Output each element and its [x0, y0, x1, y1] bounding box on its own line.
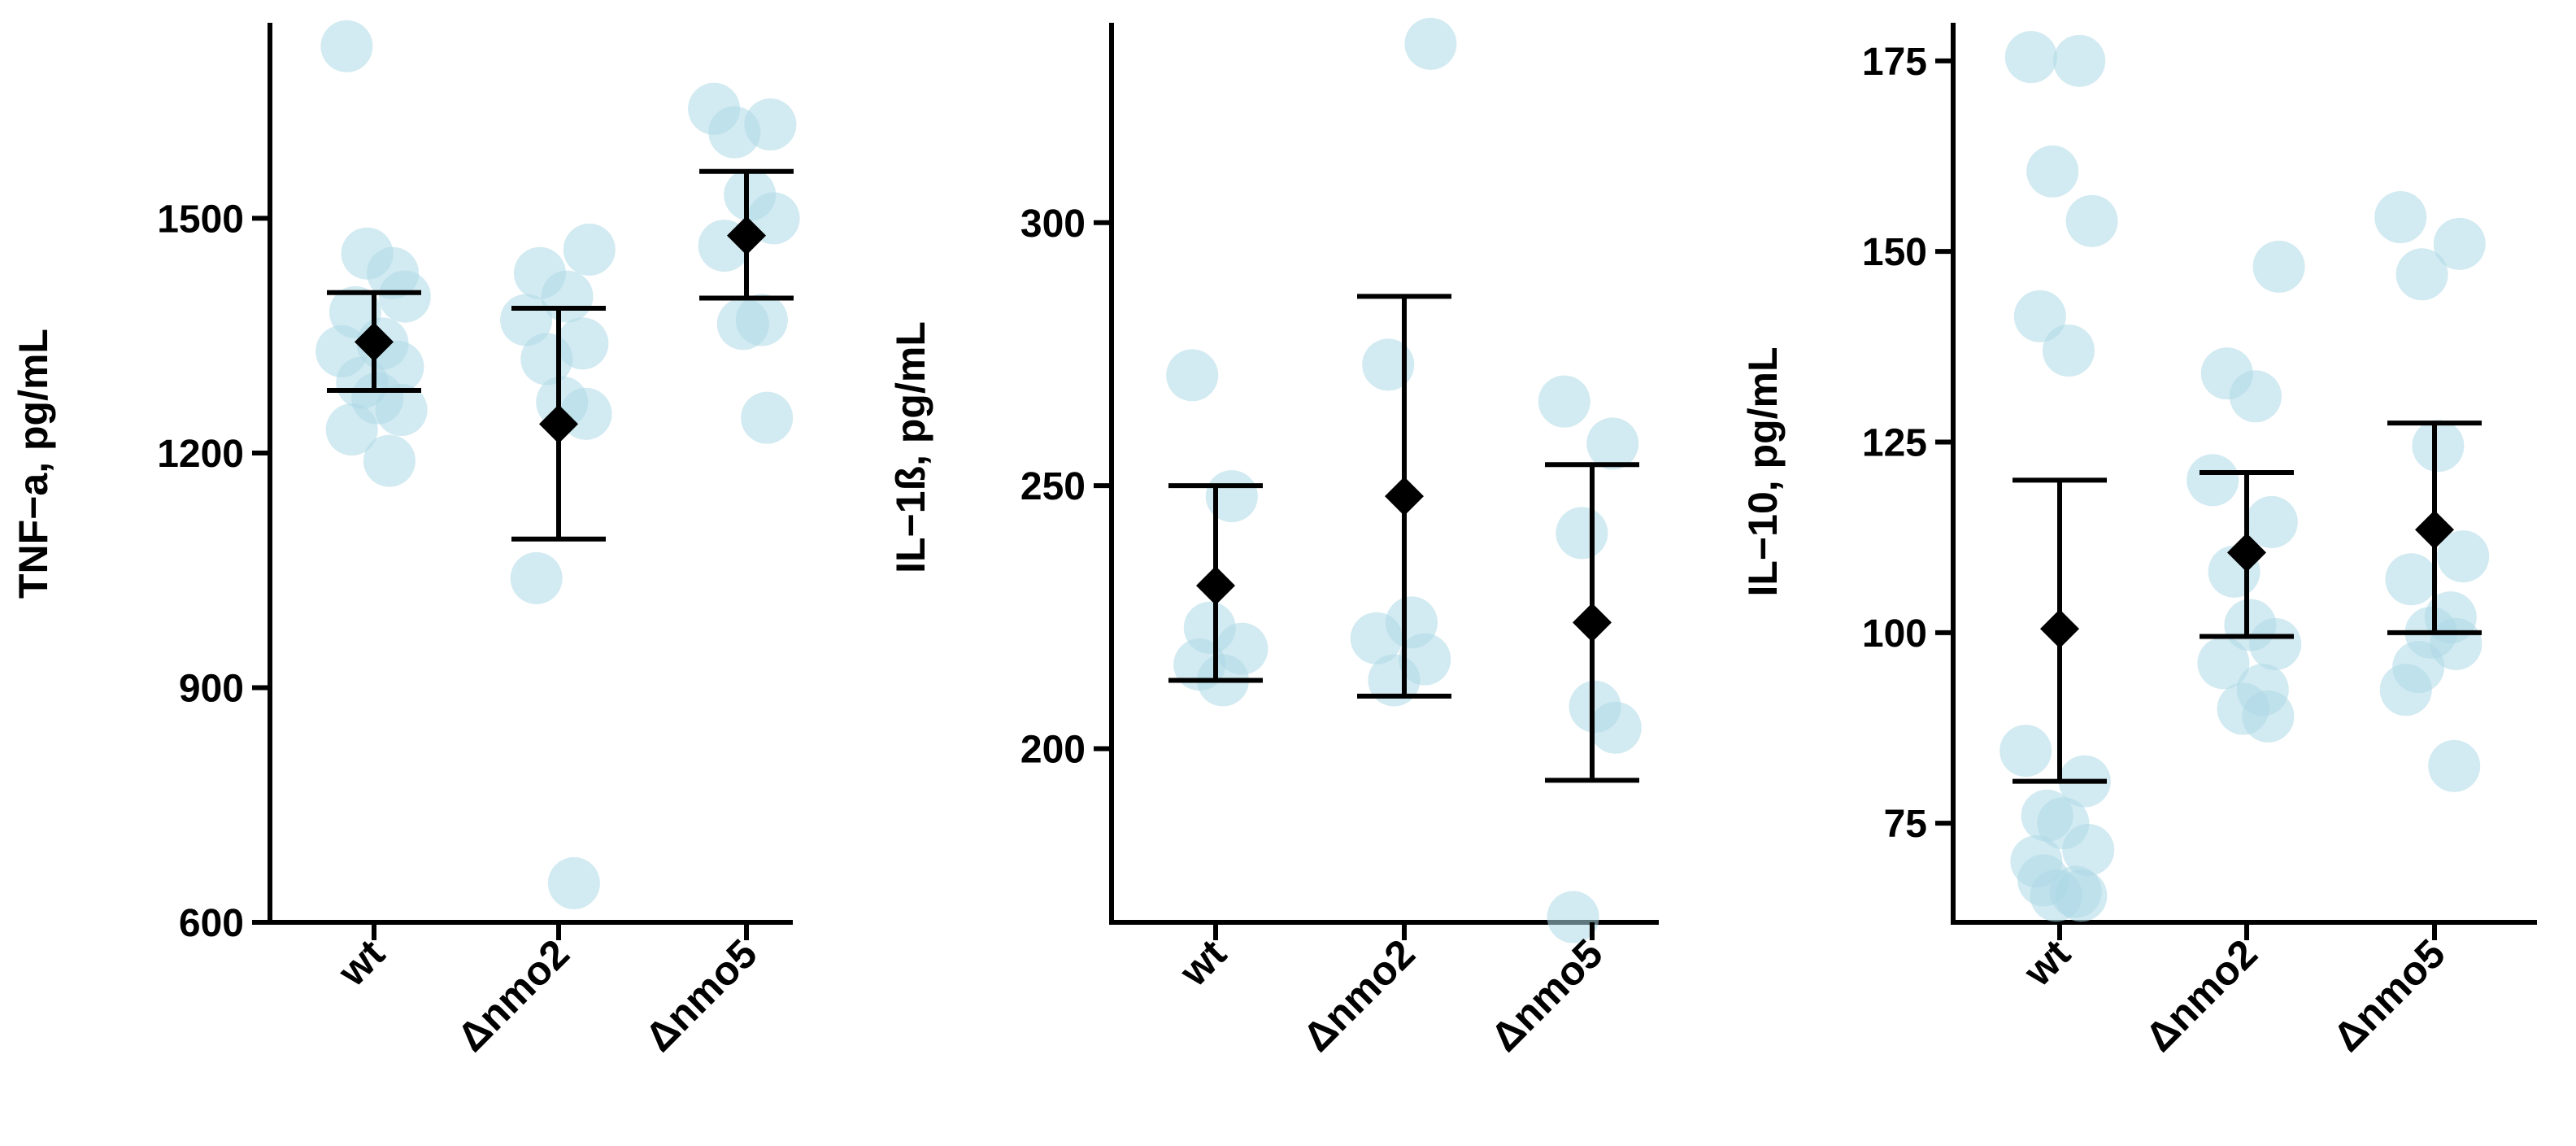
data-point: [2004, 31, 2057, 84]
x-tick-label: Δnmo5: [1482, 930, 1611, 1060]
data-point: [378, 270, 431, 323]
x-tick-label: Δnmo5: [636, 930, 765, 1060]
mean-marker: [355, 322, 394, 362]
data-point: [2013, 290, 2066, 342]
x-tick-label: Δnmo5: [2324, 930, 2453, 1060]
data-point: [2379, 664, 2432, 717]
data-point: [2242, 690, 2295, 743]
data-point: [1368, 654, 1421, 707]
data-point: [325, 403, 378, 456]
x-tick-label: wt: [1170, 930, 1235, 996]
y-tick-label: 175: [1862, 41, 1927, 84]
panel-il10-x-ticks: wt Δnmo2 Δnmo5: [2014, 922, 2454, 1060]
y-tick-label: 300: [1020, 203, 1086, 246]
y-tick-label: 900: [179, 667, 244, 710]
data-point: [2395, 248, 2448, 301]
data-point: [2385, 553, 2438, 606]
panel-il10: IL−10, pg/mL 75 100 125 150 175 wt Δnmo2 Δnmo5: [1740, 23, 2537, 1060]
mean-marker: [1573, 603, 1612, 643]
data-point: [547, 856, 600, 909]
data-point: [341, 227, 394, 280]
data-point: [375, 384, 428, 437]
panel-il1b: IL−1ß, pg/mL 200 250 300 wt Δnmo2 Δnmo5: [888, 17, 1659, 1060]
data-point: [1999, 725, 2052, 778]
data-point: [1556, 507, 1608, 560]
y-tick-label: 150: [1862, 231, 1927, 274]
data-point: [2065, 194, 2118, 247]
data-point: [2062, 823, 2115, 876]
mean-marker: [539, 404, 578, 444]
data-point: [2230, 370, 2282, 423]
data-point: [1350, 612, 1403, 665]
data-point: [563, 223, 616, 276]
y-tick-label: 250: [1020, 465, 1086, 508]
panel-il1b-points: [1166, 17, 1642, 943]
data-point: [1166, 349, 1219, 402]
data-point: [2017, 854, 2070, 907]
data-point: [1205, 470, 1258, 523]
mean-marker: [727, 216, 766, 255]
mean-marker: [2227, 533, 2266, 573]
data-point: [320, 20, 373, 72]
data-point: [1362, 338, 1415, 391]
data-point: [1589, 701, 1642, 754]
data-point: [2412, 420, 2465, 473]
data-point: [363, 434, 416, 487]
y-tick-label: 100: [1862, 612, 1927, 656]
data-point: [2433, 217, 2486, 270]
panel-il10-y-ticks: 75 100 125 150 175: [1862, 41, 1953, 846]
panel-il10-points: [1999, 31, 2490, 922]
data-point: [2043, 325, 2095, 377]
panel-il1b-ylabel: IL−1ß, pg/mL: [888, 321, 933, 573]
data-point: [2249, 617, 2302, 670]
panel-tnf-ylabel: TNF−a, pg/mL: [11, 329, 56, 599]
data-point: [2053, 34, 2106, 87]
mean-marker: [2415, 510, 2454, 550]
panel-tnf-x-ticks: wt Δnmo2 Δnmo5: [329, 922, 766, 1060]
data-point: [2437, 530, 2490, 583]
y-tick-label: 125: [1862, 422, 1927, 465]
data-point: [1547, 891, 1599, 943]
data-point: [1404, 17, 1457, 70]
panel-tnf: TNF−a, pg/mL 600 900 1200 1500 wt Δnmo2 Δnmo5: [11, 20, 800, 1060]
panel-il1b-means: [1196, 477, 1612, 643]
panel-tnf-means: [355, 216, 766, 444]
panel-il10-ylabel: IL−10, pg/mL: [1740, 346, 1786, 596]
data-point: [2374, 191, 2427, 244]
y-tick-label: 200: [1020, 729, 1086, 772]
mean-marker: [1385, 477, 1424, 516]
data-point: [2245, 495, 2298, 548]
y-tick-label: 75: [1884, 803, 1927, 846]
panel-il1b-y-ticks: 200 250 300: [1020, 203, 1112, 772]
data-point: [2428, 739, 2481, 792]
mean-marker: [2040, 609, 2079, 649]
data-point: [741, 391, 794, 444]
data-point: [2197, 637, 2250, 690]
data-point: [716, 298, 769, 351]
data-point: [2252, 240, 2305, 293]
y-tick-label: 1200: [157, 433, 244, 476]
data-point: [1538, 375, 1590, 428]
panel-il1b-x-ticks: wt Δnmo2 Δnmo5: [1170, 922, 1612, 1060]
x-tick-label: Δnmo2: [1294, 930, 1423, 1060]
data-point: [2026, 145, 2079, 198]
x-tick-label: Δnmo2: [2136, 930, 2265, 1060]
mean-marker: [1196, 566, 1235, 606]
x-tick-label: wt: [329, 930, 394, 996]
data-point: [2187, 454, 2239, 507]
panel-tnf-y-ticks: 600 900 1200 1500: [157, 198, 270, 945]
data-point: [1586, 417, 1639, 470]
x-tick-label: Δnmo2: [448, 930, 577, 1060]
y-tick-label: 600: [179, 902, 244, 945]
y-tick-label: 1500: [157, 198, 244, 241]
data-point: [708, 106, 761, 159]
data-point: [510, 551, 563, 604]
panel-il10-means: [2040, 510, 2454, 649]
x-tick-label: wt: [2014, 930, 2079, 996]
